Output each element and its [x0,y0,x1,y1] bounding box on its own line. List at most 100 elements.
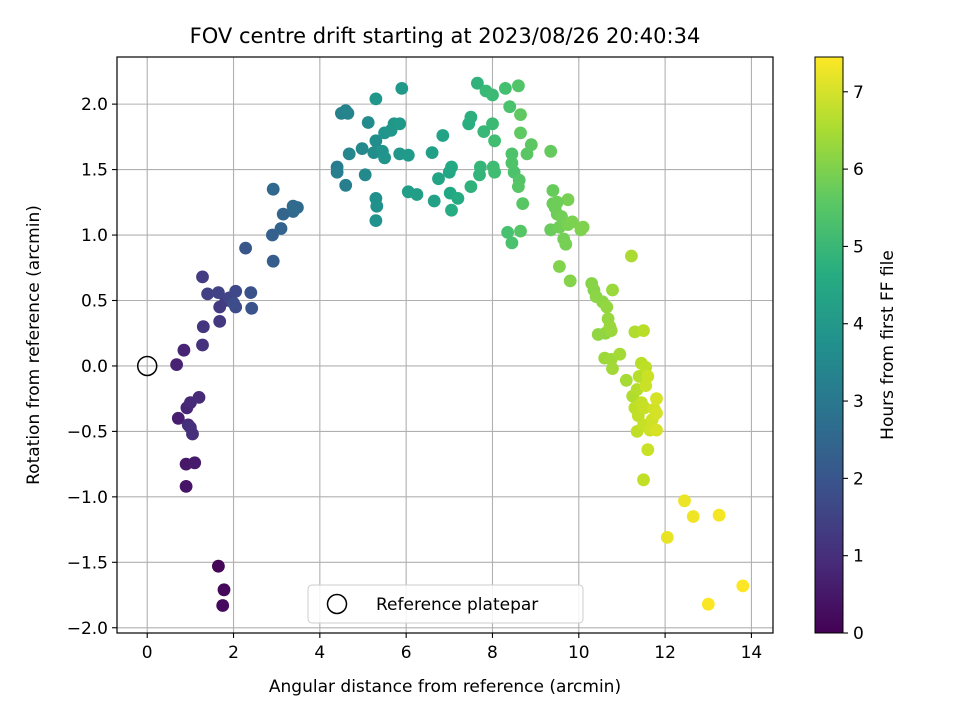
colorbar-tick-label: 0 [853,624,864,644]
data-point [559,237,573,251]
data-point [370,199,384,213]
data-point [600,300,614,314]
data-point [488,165,501,179]
data-point [477,125,491,138]
data-point [196,320,210,334]
y-tick-label: 1.5 [81,161,108,181]
data-point [505,156,519,170]
data-point [606,283,619,297]
data-point [512,79,525,93]
x-tick-label: 0 [142,643,153,663]
data-point [436,129,450,142]
colorbar-tick-label: 1 [853,547,864,567]
data-point [216,599,230,612]
data-point [213,315,227,328]
data-point [546,184,560,197]
data-point [451,192,465,205]
data-point [486,88,499,102]
data-point [425,146,439,160]
data-point [342,147,356,161]
data-point [488,134,501,148]
colorbar: 0 1 2 3 4 5 6 7 Hours from first FF file [814,56,898,644]
data-point [341,106,355,120]
chart-title: FOV centre drift starting at 2023/08/26 … [190,24,701,48]
x-axis-label: Angular distance from reference (arcmin) [269,677,621,697]
data-point [266,254,280,268]
colorbar-tick-label: 3 [853,392,864,412]
data-point [188,456,202,470]
x-tick-label: 12 [654,643,676,663]
data-point [650,406,663,420]
data-point [358,168,372,182]
data-point [378,151,391,165]
legend-box [307,584,584,624]
data-point [503,100,517,114]
y-tick-label: 2.0 [81,95,108,115]
x-tick-label: 8 [487,643,498,663]
data-point [369,92,383,106]
colorbar-tick-label: 6 [853,160,864,180]
data-point [512,180,525,194]
data-point [369,214,383,228]
data-point [524,138,538,152]
data-point [179,480,193,493]
data-point [266,182,280,196]
data-point [212,559,225,573]
data-point [625,249,638,263]
data-point [505,236,519,250]
data-point [201,287,215,301]
data-point [563,274,577,288]
data-point [474,160,487,174]
colorbar-tick-label: 7 [853,83,864,103]
data-point [245,301,259,315]
data-point [606,362,619,375]
data-point [395,82,409,95]
data-point [641,443,655,457]
legend-label: Reference platepar [376,595,538,615]
data-point [361,116,375,129]
data-point [291,201,304,214]
data-point [471,76,484,90]
data-point [393,117,407,131]
data-point [637,473,650,487]
data-point [239,241,253,255]
data-point [171,411,185,425]
data-point [445,160,458,174]
data-points [170,76,750,612]
data-point [619,373,633,387]
data-point [712,508,726,522]
x-axis-ticks: 0 2 4 6 8 10 12 14 [142,633,762,663]
legend-marker [326,593,348,615]
data-point [401,148,415,162]
reference-marker-layer [136,355,158,377]
data-point [369,134,383,148]
data-point [177,343,191,357]
colorbar-gradient [814,56,844,634]
x-tick-label: 14 [741,643,763,663]
y-tick-label: 0.5 [81,291,108,311]
data-point [274,222,288,235]
data-point [229,284,243,298]
x-tick-label: 2 [228,643,239,663]
y-tick-label: 1.0 [81,226,108,246]
data-point [212,286,225,299]
data-point [544,144,558,158]
data-point [445,203,458,217]
colorbar-tick-label: 5 [853,237,864,257]
data-point [550,195,564,209]
y-tick-label: −0.5 [67,422,108,442]
data-point [464,180,478,194]
data-point [576,220,590,234]
data-point [427,194,441,208]
data-point [650,392,663,406]
data-point [505,147,519,161]
y-tick-label: −2.0 [67,619,108,639]
x-tick-label: 10 [568,643,590,663]
data-point [514,126,527,140]
data-point [565,215,579,229]
data-point [355,142,369,156]
data-point [227,296,240,310]
reference-platepar-marker [136,355,158,377]
data-point [638,401,651,415]
